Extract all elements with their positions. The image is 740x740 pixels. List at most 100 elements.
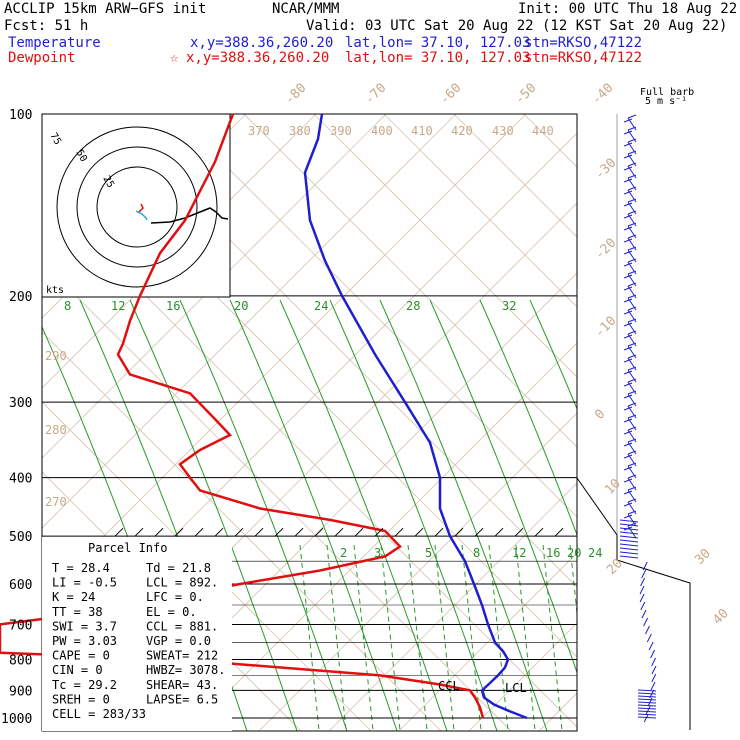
temperature-latlon: lat,lon= 37.10, 127.03	[345, 35, 530, 51]
plot-frame	[41, 113, 578, 732]
pressure-label: 500	[9, 530, 32, 545]
isotherm-label: 16	[166, 299, 180, 313]
hatch-mark	[314, 527, 324, 537]
isohume-label: 3	[374, 546, 381, 560]
hatch-mark	[154, 527, 164, 537]
hodograph-frame	[41, 113, 231, 298]
dewpoint-label: Dewpoint	[8, 50, 75, 66]
hatch-mark	[374, 527, 384, 537]
wind-barb	[619, 555, 639, 559]
dry-adiabat-label: -20	[592, 236, 619, 263]
dry-adiabat-label: -30	[592, 156, 619, 183]
isotherm-label: 28	[406, 299, 420, 313]
hatch-mark	[554, 527, 564, 537]
wind-barb	[648, 641, 654, 651]
wind-barb	[619, 547, 639, 551]
hatch-mark	[294, 527, 304, 537]
pressure-label: 100	[9, 108, 32, 123]
valid-time: Valid: 03 UTC Sat 20 Aug 22 (12 KST Sat …	[306, 18, 727, 34]
parcel-info-right: LCL = 892.	[146, 576, 218, 590]
wind-barb	[637, 716, 657, 719]
hatch-mark	[254, 527, 264, 537]
theta-label: 370	[248, 124, 270, 138]
hodograph: 75 50 25 kts	[41, 113, 231, 298]
parcel-info-background	[42, 537, 232, 731]
dry-adiabat-label: 30	[692, 546, 714, 568]
wind-barb	[640, 601, 646, 611]
wind-barb	[619, 523, 639, 527]
wind-barb	[639, 585, 645, 595]
hatch-mark	[414, 527, 424, 537]
parcel-info-left: CAPE = 0	[52, 649, 110, 663]
lcl-label: LCL	[505, 681, 527, 695]
pressure-label: 300	[9, 396, 32, 411]
wind-barb	[619, 527, 639, 531]
pressure-label: 200	[9, 290, 32, 305]
hodograph-trace-mid	[135, 210, 148, 221]
hatch-mark	[134, 527, 144, 537]
dry-adiabat-label: 0	[592, 407, 608, 423]
parcel-info-left: T = 28.4	[52, 561, 110, 575]
hatch-mark	[354, 527, 364, 537]
wind-barbs	[576, 114, 691, 730]
theta-label: 430	[492, 124, 514, 138]
hodograph-label-25: 25	[100, 174, 116, 190]
theta-label: 440	[532, 124, 554, 138]
dry-adiabat-label: -40	[589, 81, 616, 108]
dry-adiabat-label: -10	[592, 314, 619, 341]
wind-barb	[619, 531, 639, 535]
hatch-mark	[514, 527, 524, 537]
hatch-mark	[194, 527, 204, 537]
isohume-label: 12	[512, 546, 526, 560]
dewpoint-star-icon: ☆	[170, 50, 179, 66]
wind-barb	[637, 692, 657, 695]
wind-barb	[644, 625, 650, 635]
isohume-label: 5	[425, 546, 432, 560]
dewpoint-station: stn=RKSO,47122	[524, 50, 642, 66]
parcel-info-right: VGP = 0.0	[146, 634, 211, 648]
hodograph-unit: kts	[46, 285, 64, 296]
isohume-label: 20	[567, 546, 581, 560]
theta-label: 420	[451, 124, 473, 138]
isotherm-label: 12	[111, 299, 125, 313]
theta-label: 290	[45, 349, 67, 363]
hodograph-trace-low	[137, 203, 144, 214]
wind-barb	[637, 701, 657, 704]
dewpoint-xy: x,y=388.36,260.20	[186, 50, 329, 66]
parcel-info-left: SWI = 3.7	[52, 619, 117, 633]
init-time: Init: 00 UTC Thu 18 Aug 22	[518, 1, 737, 17]
wind-barb	[640, 577, 646, 587]
theta-label: 280	[45, 423, 67, 437]
wind-barb	[650, 681, 656, 691]
wind-barb	[619, 539, 639, 543]
temperature-line	[303, 113, 528, 720]
theta-label: 410	[411, 124, 433, 138]
pressure-label: 700	[9, 618, 32, 633]
pressure-label: 400	[9, 472, 32, 487]
parcel-info-right: CCL = 881.	[146, 619, 218, 633]
wind-barb	[639, 593, 645, 603]
hatch-mark	[474, 527, 484, 537]
temperature-label: Temperature	[8, 35, 101, 51]
wind-barb	[651, 657, 657, 667]
isotherm-label: 32	[502, 299, 516, 313]
wind-barb	[646, 633, 652, 643]
theta-label: 270	[45, 495, 67, 509]
model-title: ACCLIP 15km ARW−GFS init	[4, 1, 206, 17]
forecast-hour: Fcst: 51 h	[4, 18, 88, 34]
parcel-info-right: Td = 21.8	[146, 561, 211, 575]
temperature-station: stn=RKSO,47122	[524, 35, 642, 51]
hatch-mark	[234, 527, 244, 537]
dry-adiabat-label: -50	[512, 81, 539, 108]
wind-barb	[619, 519, 639, 523]
ccl-label: CCL	[438, 679, 460, 693]
pressure-label: 600	[9, 578, 32, 593]
hodograph-label-75: 75	[47, 131, 63, 147]
hatch-mark	[334, 527, 344, 537]
parcel-info-right: LAPSE= 6.5	[146, 692, 218, 706]
barb-legend-unit: 5 m s⁻¹	[645, 96, 687, 107]
parcel-info-left: TT = 38	[52, 605, 103, 619]
wind-barb	[650, 649, 656, 659]
hatch-mark	[434, 527, 444, 537]
parcel-info-left: CELL = 283/33	[52, 707, 146, 721]
